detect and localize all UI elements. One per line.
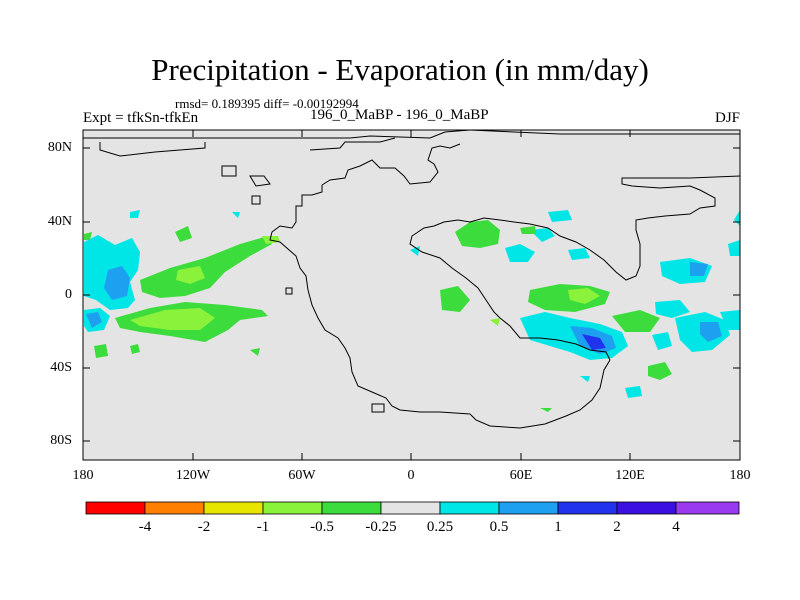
anomaly-negative-arabia [455, 220, 500, 248]
anomaly-small-africa [490, 318, 500, 326]
anomaly-small-north-pacific-2 [130, 210, 140, 218]
anomaly-negative-central-africa [440, 286, 470, 312]
colorbar-box-2 [144, 501, 205, 515]
colorbar-box-9 [557, 501, 618, 515]
island-outline-4 [285, 287, 293, 295]
lon-label-120w: 120W [175, 468, 211, 483]
colorbar-label-2: -2 [197, 519, 211, 535]
anomaly-positive-coral-sea [652, 332, 672, 350]
anomaly-positive-india [505, 244, 535, 262]
anomaly-negative-tasman [648, 362, 672, 380]
anomaly-small-south-pacific-2 [130, 344, 140, 354]
island-outline-1 [221, 165, 237, 177]
pangaea-east-coast [409, 175, 741, 361]
period-label: 196_0_MaBP - 196_0_MaBP [310, 107, 489, 123]
colorbar-box-8 [498, 501, 559, 515]
colorbar-label-7: 0.5 [489, 519, 509, 535]
island-outline-3 [251, 195, 261, 205]
island-outline-2 [249, 175, 271, 187]
colorbar-label-10: 4 [672, 519, 680, 535]
anomaly-negative-australia [612, 310, 660, 332]
north-shelf-outline [469, 129, 740, 135]
axis-ticks [83, 130, 740, 460]
anomaly-positive-asia-3 [568, 248, 590, 260]
lon-label-120e: 120E [615, 468, 645, 483]
lon-label-180w: 180 [72, 468, 94, 483]
colorbar-box-7 [439, 501, 500, 515]
anomaly-small-north-pacific [175, 226, 192, 242]
colorbar-label-3: -1 [256, 519, 270, 535]
colorbar-box-1 [85, 501, 146, 515]
anomaly-stronger-spcz [130, 308, 215, 330]
colorbar-box-10 [616, 501, 677, 515]
anomaly-positive-southern-ocean [625, 386, 642, 398]
colorbar-box-6 [380, 501, 441, 515]
lat-label-80n: 80N [47, 140, 72, 155]
anomaly-positive-east-edge-north [728, 240, 740, 256]
arctic-island-outline [99, 142, 206, 157]
colorbar [85, 501, 740, 515]
anomaly-small-southern-ocean-2 [580, 376, 590, 382]
colorbar-box-11 [675, 501, 740, 515]
anomaly-positive-east-edge [720, 310, 740, 330]
anomaly-small-asia [520, 226, 536, 234]
rmsd-diff-label: rmsd= 0.189395 diff= -0.00192994 [175, 96, 359, 111]
pangaea-north-coast [321, 143, 461, 186]
season-label: DJF [714, 110, 740, 126]
lon-label-60e: 60E [509, 468, 533, 483]
anomaly-small-south-pacific [94, 344, 108, 358]
colorbar-label-6: 0.25 [426, 519, 454, 535]
colorbar-label-4: -0.5 [310, 519, 334, 535]
anomaly-small-west-edge [84, 232, 92, 240]
north-coast-outline [309, 137, 396, 151]
colorbar-box-4 [262, 501, 323, 515]
anomaly-positive-asia [530, 228, 555, 242]
plot-title: Precipitation - Evaporation (in mm/day) [151, 52, 649, 87]
island-outline-5 [371, 403, 385, 413]
colorbar-label-8: 1 [554, 519, 562, 535]
lat-label-40s: 40S [50, 360, 72, 375]
experiment-label: Expt = tfkSn-tfkEn [83, 110, 199, 126]
anomaly-strong-south-pacific [86, 312, 102, 328]
colorbar-label-9: 2 [613, 519, 621, 535]
anomaly-positive-asia-2 [548, 210, 572, 222]
anomaly-small-north-pacific-3 [232, 212, 240, 218]
colorbar-label-1: -4 [138, 519, 152, 535]
colorbar-box-5 [321, 501, 382, 515]
anomaly-stronger-north-pacific [176, 266, 205, 284]
anomaly-very-strong-maritime [582, 334, 606, 350]
lon-label-0: 0 [407, 468, 415, 483]
colorbar-box-3 [203, 501, 264, 515]
anomaly-strong-north-west-pacific [690, 262, 708, 276]
lat-label-40n: 40N [47, 214, 72, 229]
anomaly-strong-west-pacific [104, 266, 130, 300]
anomaly-stronger-indian-ocean [568, 288, 600, 304]
colorbar-label-5: -0.25 [365, 519, 397, 535]
lon-label-180e: 180 [729, 468, 751, 483]
anomaly-small-east-pacific [250, 348, 260, 356]
pangaea-west-south-coast [269, 185, 611, 429]
anomaly-strong-south-pacific-east [700, 322, 722, 342]
lat-label-0: 0 [65, 287, 72, 302]
lon-label-60w: 60W [288, 468, 316, 483]
anomaly-fills [84, 210, 740, 412]
anomaly-positive-southwest-pacific [655, 300, 690, 318]
anomaly-small-southern-ocean [540, 408, 552, 412]
anomaly-negative-north-pacific [140, 236, 272, 298]
lat-label-80s: 80S [50, 433, 72, 448]
map-background [83, 130, 740, 460]
